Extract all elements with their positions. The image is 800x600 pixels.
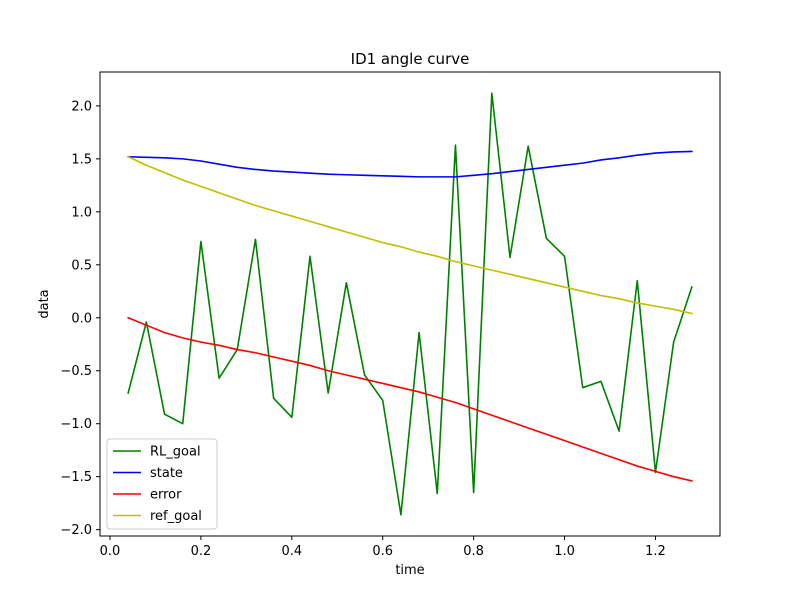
x-tick-label: 0.2: [191, 544, 212, 559]
x-tick-label: 1.2: [645, 544, 666, 559]
x-tick-label: 0.0: [100, 544, 121, 559]
x-tick-label: 0.4: [281, 544, 302, 559]
chart-title: ID1 angle curve: [351, 50, 470, 68]
series-line-RL_goal: [127, 92, 693, 516]
legend-label-error: error: [150, 488, 182, 503]
y-tick-label: 0.5: [71, 258, 92, 273]
y-tick-label: −1.0: [60, 417, 92, 432]
x-axis-label: time: [395, 563, 424, 578]
y-tick-label: 1.0: [71, 205, 92, 220]
y-tick-label: −1.5: [60, 470, 92, 485]
series-line-state: [127, 150, 693, 178]
axes-frame: [99, 71, 721, 537]
x-tick-label: 0.8: [463, 544, 484, 559]
plot-area: [127, 92, 693, 516]
x-tick-label: 0.6: [372, 544, 393, 559]
y-axis-label: data: [37, 289, 52, 318]
y-tick-label: −2.0: [60, 523, 92, 538]
legend-label-ref_goal: ref_goal: [150, 509, 202, 524]
legend-label-state: state: [150, 466, 183, 481]
y-axis: −2.0 −1.5 −1.0 −0.5 0.0 0.5 1.0 1.5 2.0: [60, 99, 100, 538]
x-tick-label: 1.0: [554, 544, 575, 559]
y-tick-label: 1.5: [71, 152, 92, 167]
y-tick-label: −0.5: [60, 364, 92, 379]
series-line-error: [127, 316, 693, 482]
y-tick-label: 0.0: [71, 311, 92, 326]
legend-label-RL_goal: RL_goal: [150, 445, 201, 460]
y-tick-label: 2.0: [71, 99, 92, 114]
x-axis: 0.0 0.2 0.4 0.6 0.8 1.0 1.2: [100, 536, 666, 559]
legend-box: [106, 438, 218, 530]
series-line-ref_goal: [127, 155, 693, 315]
